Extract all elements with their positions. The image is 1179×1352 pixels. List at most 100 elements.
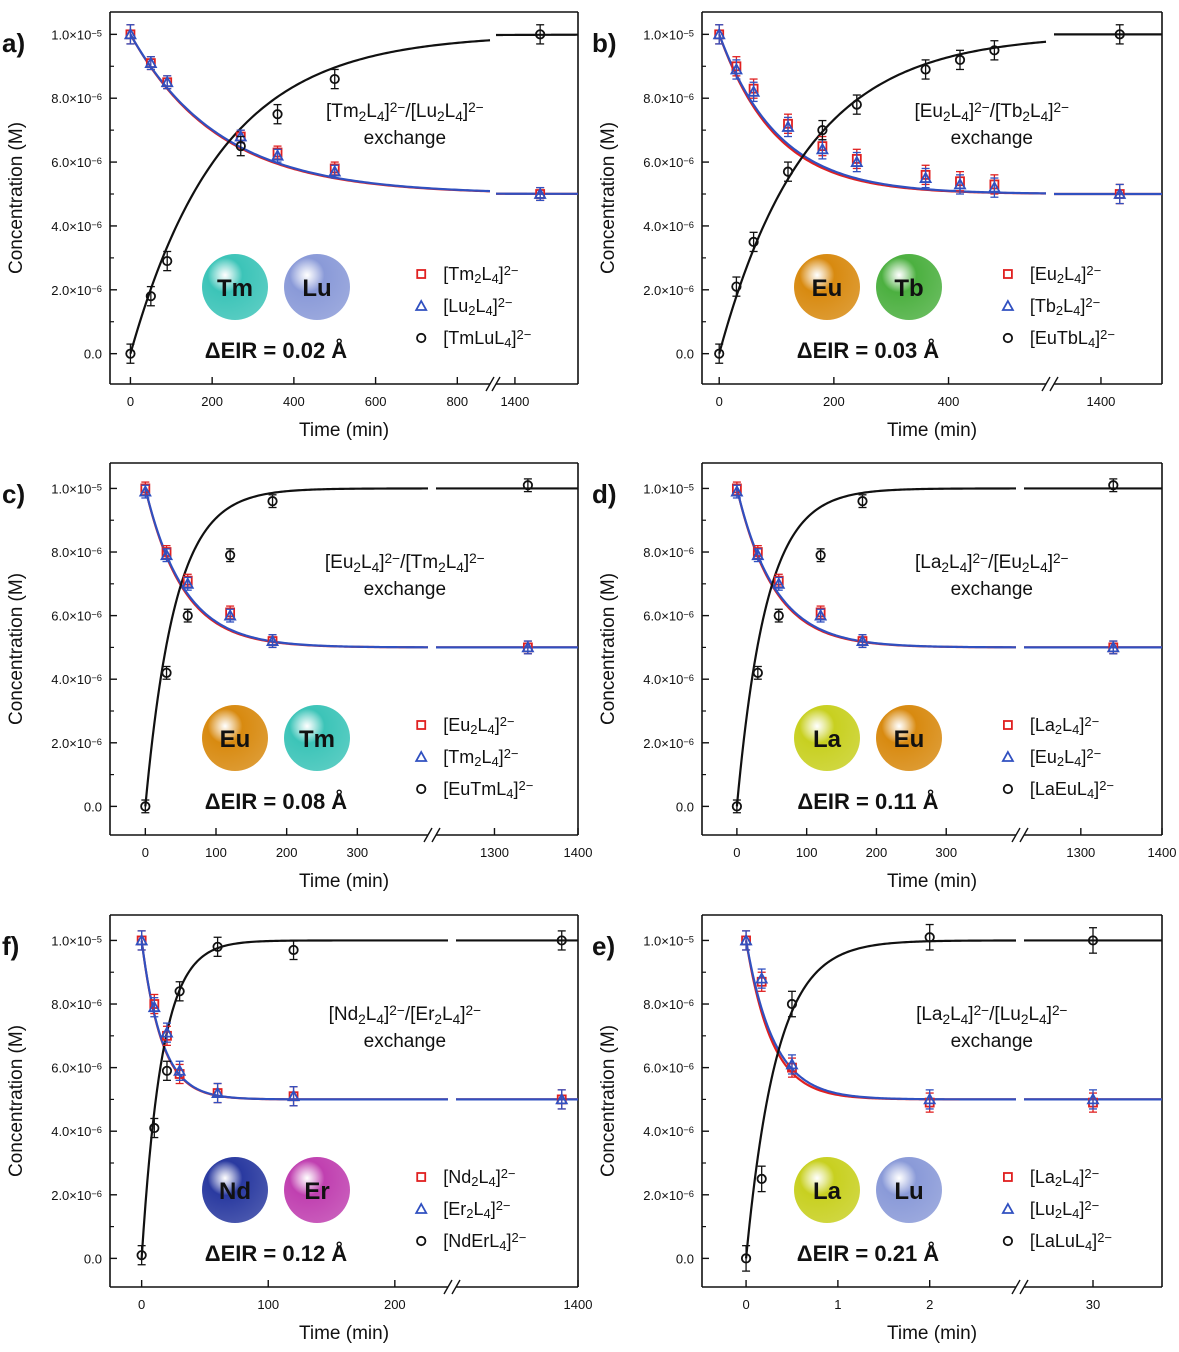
element-sphere	[202, 705, 268, 771]
data-point	[123, 27, 137, 40]
delta-eir-label: ΔEIR = 0.08 Å	[205, 788, 347, 814]
x-axis-title: Time (min)	[299, 1323, 389, 1344]
element-sphere	[202, 254, 268, 320]
y-tick-label: 6.0×10−6	[51, 1061, 102, 1076]
element-sphere-label: Tm	[217, 275, 253, 302]
x-tick-label: 0	[733, 845, 740, 860]
axis-break-mark	[451, 1279, 461, 1295]
legend-marker	[416, 1235, 427, 1247]
y-tick-label: 8.0×10−6	[643, 91, 694, 106]
x-tick-label: 100	[205, 845, 227, 860]
legend-marker	[1001, 299, 1015, 311]
element-sphere-label: La	[813, 1178, 842, 1205]
x-tick-label: 400	[938, 394, 960, 409]
axis-break-mark	[1011, 827, 1021, 843]
data-point	[851, 99, 862, 110]
data-point	[755, 971, 769, 984]
exchange-label: exchange	[951, 128, 1033, 149]
axis-break-mark	[1041, 376, 1051, 392]
panel-letter: e)	[592, 931, 615, 961]
data-point	[225, 550, 236, 561]
y-axis-title: Concentration (M)	[6, 122, 27, 274]
data-point	[211, 1086, 225, 1098]
x-tick-label: 1400	[564, 1297, 593, 1312]
data-point	[522, 480, 533, 491]
x-tick-label: 600	[365, 394, 387, 409]
exchange-label: exchange	[364, 1031, 446, 1052]
x-tick-label: 0	[127, 394, 134, 409]
fit-curve	[735, 488, 1016, 649]
data-point	[181, 576, 195, 589]
data-point	[782, 166, 794, 177]
legend-marker	[1002, 1235, 1014, 1247]
y-tick-label: 8.0×10−6	[51, 545, 102, 560]
x-tick-label: 200	[201, 394, 223, 409]
y-tick-label: 0.0	[84, 347, 102, 362]
data-point	[772, 576, 786, 589]
y-tick-label: 2.0×10−6	[643, 736, 694, 751]
panel-letter: a)	[2, 28, 25, 58]
data-point	[140, 801, 151, 812]
data-point	[125, 348, 136, 359]
x-tick-label: 1	[834, 1297, 841, 1312]
data-point	[149, 1122, 160, 1134]
legend-label: [Er2L4]2−	[443, 1198, 510, 1221]
legend-marker	[414, 299, 428, 311]
axis-break-mark	[423, 827, 433, 843]
data-point	[287, 1089, 301, 1102]
element-sphere	[876, 254, 942, 320]
data-point	[533, 187, 547, 199]
data-point	[739, 933, 753, 946]
chart-panel-e: 0.0 2.0×10−6 4.0×10−6 6.0×10−6 8.0×10−6 1.0×1…	[592, 914, 1163, 1344]
y-tick-label: 1.0×10−5	[51, 27, 102, 42]
exchange-label: [La2L4]2−/[Eu2L4]2−	[915, 551, 1069, 575]
y-tick-label: 1.0×10−5	[643, 933, 694, 948]
legend-marker	[414, 750, 428, 762]
data-point	[173, 1063, 187, 1076]
element-sphere	[794, 1157, 860, 1223]
axis-break-mark	[485, 376, 495, 392]
legend-marker	[416, 269, 427, 279]
data-point	[857, 496, 868, 507]
legend-label: [TmLuL4]2−	[443, 327, 531, 350]
x-tick-label: 1400	[1148, 845, 1177, 860]
x-tick-label: 100	[257, 1297, 279, 1312]
x-tick-label: 100	[796, 845, 818, 860]
legend-marker	[1003, 269, 1013, 279]
data-point	[135, 933, 149, 946]
legend-label: [LaLuL4]2−	[1030, 1230, 1112, 1253]
data-point	[521, 640, 535, 653]
element-sphere-label: Lu	[894, 1178, 923, 1205]
y-axis-title: Concentration (M)	[6, 1025, 27, 1177]
data-point	[556, 935, 567, 946]
x-tick-label: 0	[716, 394, 723, 409]
x-tick-label: 1300	[1066, 845, 1095, 860]
element-sphere	[794, 705, 860, 771]
element-sphere-label: Eu	[220, 726, 251, 753]
data-point	[924, 932, 935, 943]
legend-label: [Eu2L4]2−	[443, 714, 514, 737]
axis-break-mark	[443, 1279, 453, 1295]
legend-label: [La2L4]2−	[1030, 1166, 1099, 1189]
data-point	[267, 496, 278, 507]
y-tick-label: 2.0×10−6	[51, 1188, 102, 1203]
delta-eir-label: ΔEIR = 0.02 Å	[205, 337, 347, 363]
delta-eir-label: ΔEIR = 0.12 Å	[205, 1240, 347, 1266]
legend-marker	[416, 1172, 427, 1182]
data-point	[272, 109, 283, 120]
legend-label: [Eu2L4]2−	[1030, 263, 1101, 286]
data-point	[160, 75, 174, 88]
data-point	[752, 667, 763, 678]
x-tick-label: 1400	[1086, 394, 1115, 409]
y-tick-label: 6.0×10−6	[643, 609, 694, 624]
legend-marker	[1001, 750, 1015, 762]
exchange-label: exchange	[951, 579, 1033, 600]
y-tick-label: 1.0×10−5	[51, 933, 102, 948]
data-point	[730, 484, 744, 497]
x-tick-label: 2	[926, 1297, 933, 1312]
legend-marker	[416, 332, 427, 344]
exchange-label: exchange	[364, 579, 446, 600]
x-axis-title: Time (min)	[887, 1323, 977, 1344]
chart-panel-d: 0.0 2.0×10−6 4.0×10−6 6.0×10−6 8.0×10−6 1.0×1…	[592, 462, 1177, 892]
chart-panel-b: 0.0 2.0×10−6 4.0×10−6 6.0×10−6 8.0×10−6 1.0×1…	[592, 11, 1163, 441]
